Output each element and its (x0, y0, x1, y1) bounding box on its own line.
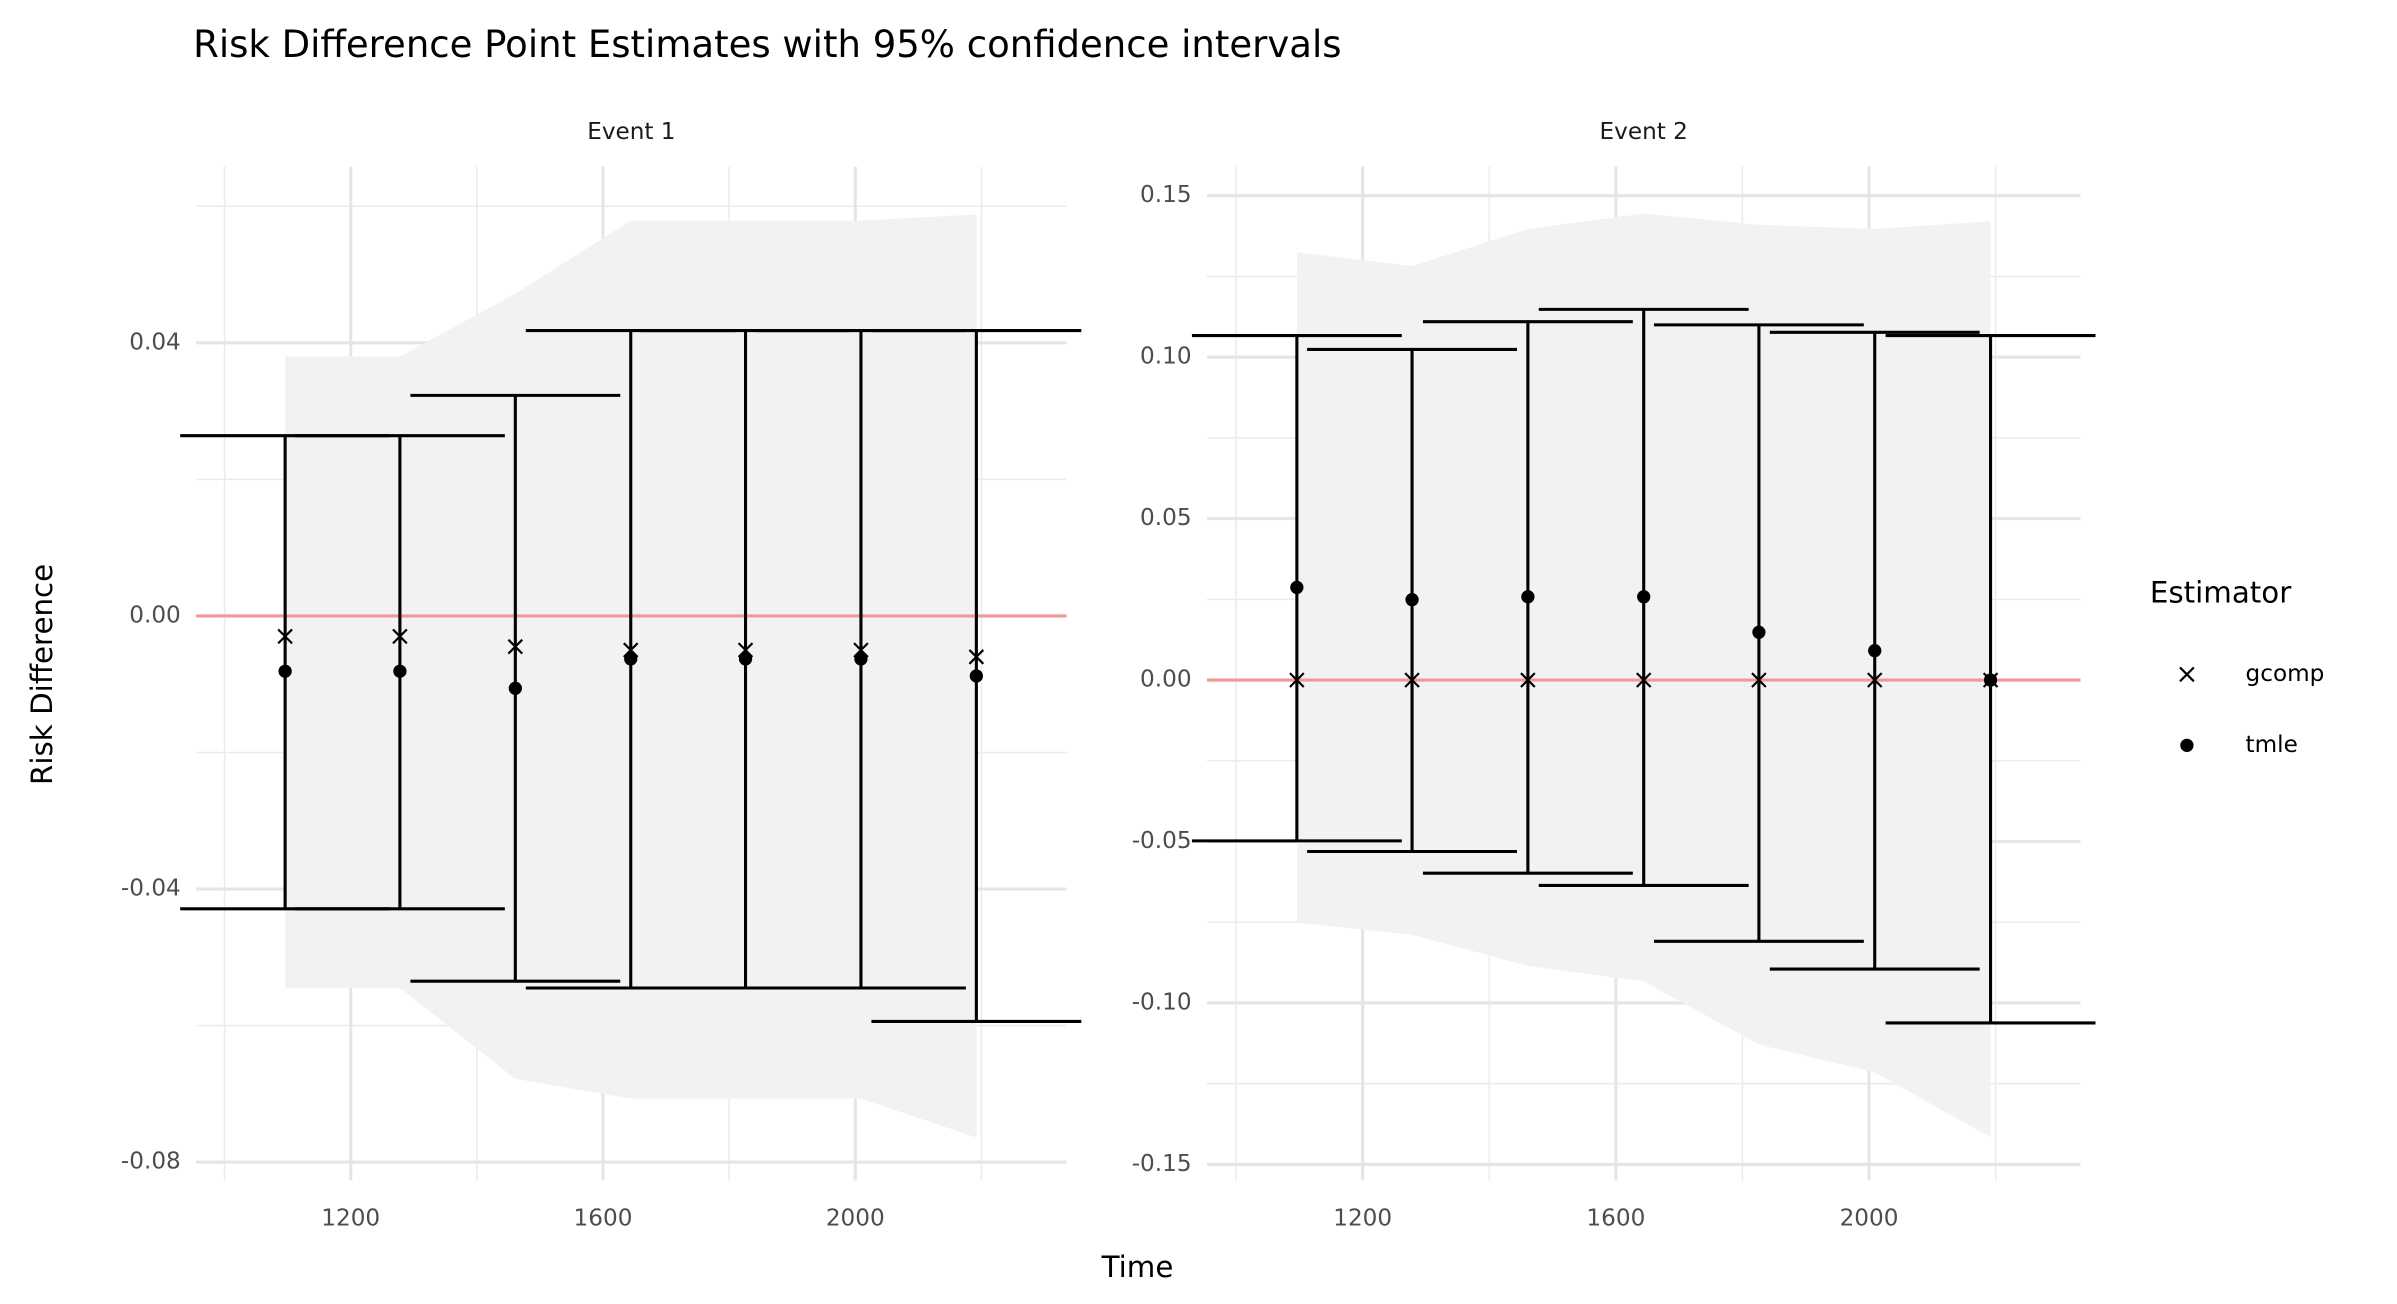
x-tick-label: 2000 (1840, 1206, 1899, 1232)
point-tmle (393, 664, 407, 678)
x-tick-label: 1200 (321, 1206, 380, 1232)
point-gcomp (277, 628, 293, 645)
point-tmle (624, 652, 638, 666)
point-tmle (1405, 593, 1419, 607)
legend-marker (2180, 738, 2194, 752)
legend-label: gcomp (2246, 661, 2325, 687)
y-tick-label: 0.10 (1140, 344, 1192, 370)
y-tick-label: -0.05 (1132, 828, 1192, 854)
legend-marker (2179, 666, 2195, 683)
point-gcomp (1404, 672, 1420, 688)
point-gcomp (1751, 672, 1767, 688)
y-tick-label: 0.05 (1140, 505, 1192, 531)
y-tick-label: 0.15 (1140, 182, 1192, 208)
point-tmle (1868, 644, 1882, 658)
point-tmle (969, 669, 984, 683)
point-tmle (1521, 590, 1535, 604)
panel-title: Event 1 (587, 119, 675, 145)
chart-title: Risk Difference Point Estimates with 95%… (193, 23, 1341, 66)
y-tick-label: -0.15 (1132, 1151, 1192, 1177)
legend-title: Estimator (2150, 576, 2292, 610)
point-tmle (1752, 625, 1766, 639)
point-tmle (1983, 673, 1998, 687)
y-tick-label: -0.04 (121, 876, 181, 902)
panel-title: Event 2 (1600, 119, 1688, 145)
point-gcomp (1867, 672, 1883, 688)
y-tick-label: -0.08 (121, 1149, 181, 1175)
y-axis-title: Risk Difference (25, 564, 59, 785)
point-gcomp (1520, 672, 1536, 688)
point-gcomp (507, 638, 524, 655)
x-axis-title: Time (1101, 1250, 1174, 1284)
point-tmle (1637, 590, 1651, 604)
legend-label: tmle (2246, 732, 2298, 758)
y-tick-label: 0.00 (1140, 667, 1192, 693)
point-gcomp (1289, 672, 1305, 688)
x-tick-label: 2000 (826, 1206, 885, 1232)
point-tmle (738, 652, 753, 666)
y-tick-label: -0.10 (1132, 989, 1192, 1015)
point-tmle (854, 652, 868, 666)
point-gcomp (968, 649, 985, 665)
point-gcomp (392, 628, 408, 645)
x-tick-label: 1600 (1586, 1206, 1645, 1232)
x-tick-label: 1200 (1333, 1206, 1392, 1232)
y-tick-label: 0.04 (129, 329, 181, 355)
point-tmle (1290, 580, 1304, 595)
y-tick-label: 0.00 (129, 602, 181, 628)
point-tmle (278, 664, 292, 678)
point-tmle (508, 681, 522, 695)
point-gcomp (1636, 672, 1652, 688)
x-tick-label: 1600 (574, 1206, 633, 1232)
